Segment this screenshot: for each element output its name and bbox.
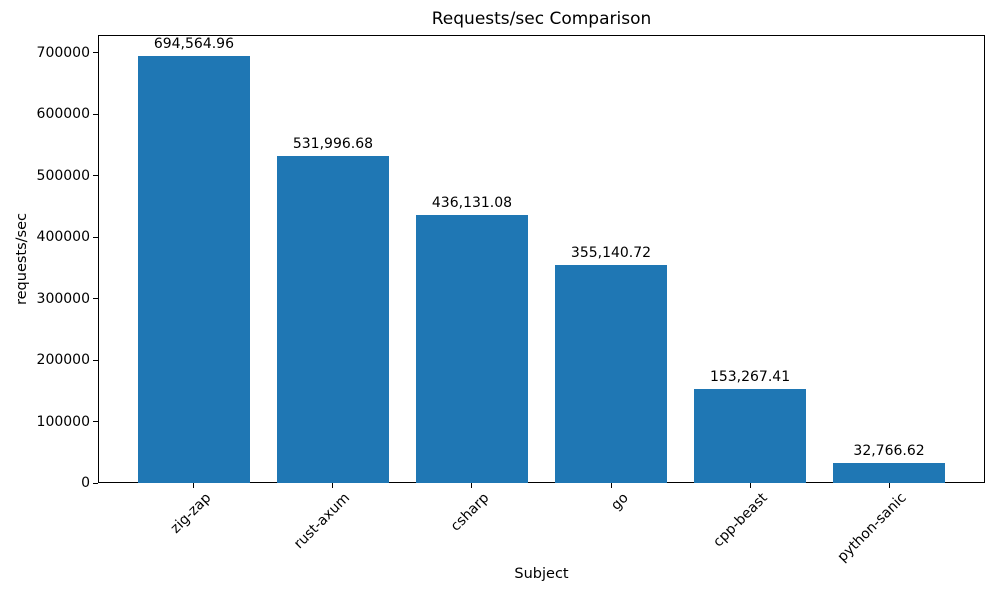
y-tick-mark bbox=[93, 298, 98, 300]
bar bbox=[138, 56, 250, 483]
x-tick-label: zig-zap bbox=[167, 490, 215, 537]
y-tick-mark bbox=[93, 482, 98, 484]
bar bbox=[277, 156, 389, 483]
y-tick-mark bbox=[93, 236, 98, 238]
x-axis-label: Subject bbox=[514, 566, 569, 582]
y-tick-label: 500000 bbox=[36, 167, 90, 184]
x-tick-mark bbox=[471, 483, 473, 488]
y-tick-label: 200000 bbox=[36, 352, 90, 369]
y-tick-label: 400000 bbox=[36, 229, 90, 246]
x-tick-mark bbox=[332, 483, 334, 488]
bar-value-label: 355,140.72 bbox=[570, 244, 652, 261]
x-tick-mark bbox=[749, 483, 751, 488]
y-tick-mark bbox=[93, 421, 98, 423]
bar-value-label: 531,996.68 bbox=[292, 136, 374, 153]
bar-value-label: 694,564.96 bbox=[153, 36, 234, 53]
x-tick-mark bbox=[888, 483, 890, 488]
y-tick-mark bbox=[93, 52, 98, 54]
x-tick-label: rust-axum bbox=[291, 490, 354, 553]
y-tick-label: 700000 bbox=[36, 44, 90, 61]
y-tick-mark bbox=[93, 113, 98, 115]
bar bbox=[694, 388, 806, 483]
x-tick-mark bbox=[610, 483, 612, 488]
y-tick-label: 300000 bbox=[36, 290, 90, 307]
x-tick-mark bbox=[193, 483, 195, 488]
y-tick-label: 0 bbox=[81, 475, 90, 491]
y-tick-mark bbox=[93, 175, 98, 177]
bar-value-label: 32,766.62 bbox=[853, 442, 925, 459]
x-tick-label: cpp-beast bbox=[709, 490, 771, 551]
x-tick-label: csharp bbox=[447, 490, 493, 535]
bar bbox=[555, 264, 667, 483]
chart-title: Requests/sec Comparison bbox=[431, 9, 652, 29]
y-tick-mark bbox=[93, 359, 98, 361]
x-tick-label: go bbox=[607, 490, 632, 514]
x-tick-label: python-sanic bbox=[834, 490, 910, 566]
bar-value-label: 436,131.08 bbox=[431, 195, 513, 212]
bar bbox=[416, 215, 528, 483]
bar bbox=[833, 462, 945, 483]
y-tick-label: 600000 bbox=[36, 106, 90, 123]
y-tick-label: 100000 bbox=[36, 413, 90, 430]
bar-value-label: 153,267.41 bbox=[709, 368, 791, 385]
